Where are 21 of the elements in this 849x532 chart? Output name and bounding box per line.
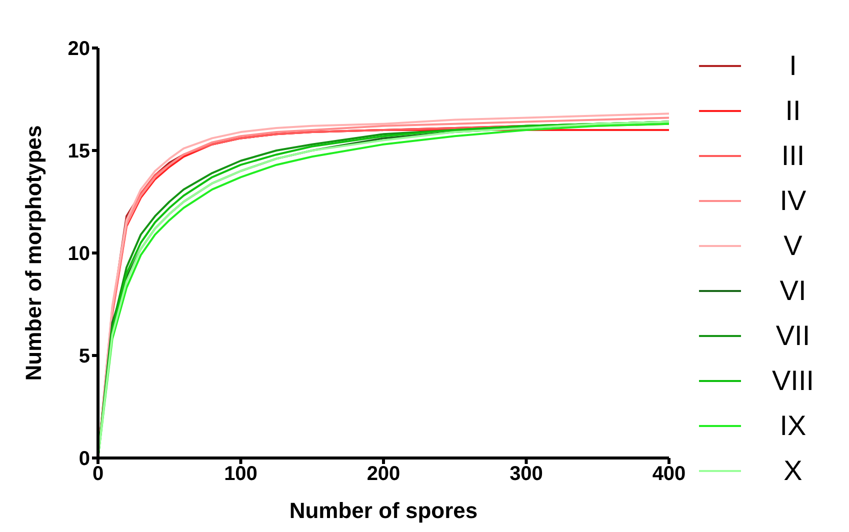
legend-label: IX (778, 410, 808, 442)
legend-label: IV (778, 184, 808, 216)
y-tick-label: 15 (68, 140, 90, 163)
x-axis-title: Number of spores (289, 498, 478, 523)
x-tick-label: 400 (652, 463, 686, 486)
legend-label: X (782, 454, 804, 486)
y-tick-label: 5 (78, 346, 90, 368)
legend-label: II (784, 94, 802, 126)
x-tick-label: 200 (366, 463, 400, 486)
legend-label: VII (774, 320, 812, 352)
y-tick-label: 0 (78, 448, 90, 470)
legend-label: V (782, 230, 804, 262)
legend-label: VIII (770, 364, 815, 396)
x-tick-label: 300 (510, 463, 543, 486)
y-tick-label: 20 (68, 38, 90, 60)
y-axis-title: Number of morphotypes (20, 125, 46, 381)
x-tick-label: 100 (224, 463, 258, 486)
legend-label: VI (778, 274, 808, 306)
legend-label: I (788, 50, 798, 82)
legend-label: III (780, 140, 806, 172)
y-tick-label: 10 (68, 243, 90, 266)
